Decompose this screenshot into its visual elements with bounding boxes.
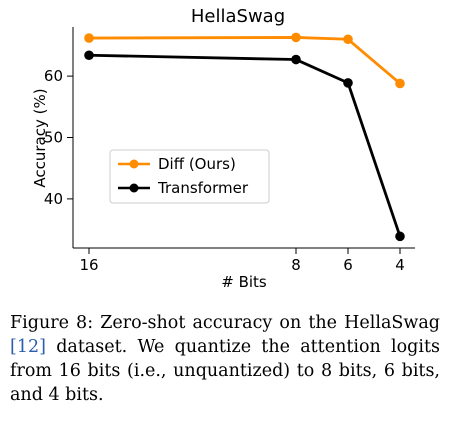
citation-link[interactable]: [12] <box>10 337 46 357</box>
y-axis-ticks: 40 50 60 <box>44 67 73 208</box>
data-point-transformer-8 <box>291 54 301 65</box>
series-line-diff <box>88 36 401 85</box>
legend: Diff (Ours) Transformer <box>109 149 270 204</box>
x-tick-label-4: 4 <box>395 256 405 274</box>
legend-label-transformer: Transformer <box>157 179 249 197</box>
caption-rest: dataset. We quantize the attention logit… <box>10 337 440 405</box>
x-tick-label-16: 16 <box>79 256 98 274</box>
x-axis-title: # Bits <box>221 273 267 291</box>
data-point-diff-16 <box>84 33 94 43</box>
x-tick-label-6: 6 <box>343 256 353 274</box>
y-tick-label-40: 40 <box>44 190 63 208</box>
series-layer <box>84 32 405 242</box>
data-point-diff-4 <box>395 78 405 89</box>
data-point-diff-8 <box>291 32 301 43</box>
y-tick-label-50: 50 <box>44 129 63 147</box>
figure-caption: Figure 8: Zero-shot accuracy on the Hell… <box>10 311 440 407</box>
chart-title: HellaSwag <box>191 6 285 27</box>
caption-lead: Figure 8: Zero-shot accuracy on the Hell… <box>10 313 440 333</box>
y-axis-title: Accuracy (%) <box>31 88 49 187</box>
x-axis-ticks: 16 8 6 4 <box>79 248 405 274</box>
data-point-transformer-16 <box>84 50 94 61</box>
x-tick-label-8: 8 <box>291 256 301 274</box>
legend-label-diff: Diff (Ours) <box>158 155 236 173</box>
legend-marker-transformer <box>129 183 139 193</box>
data-point-transformer-4 <box>395 231 405 242</box>
accuracy-line-chart: HellaSwag 40 50 60 16 8 6 4 Accuracy (%) # Bi… <box>31 6 415 291</box>
data-point-diff-6 <box>343 34 353 45</box>
y-tick-label-60: 60 <box>44 67 63 85</box>
data-point-transformer-6 <box>343 78 353 88</box>
legend-marker-diff <box>129 159 139 169</box>
series-line-transformer <box>88 53 402 237</box>
